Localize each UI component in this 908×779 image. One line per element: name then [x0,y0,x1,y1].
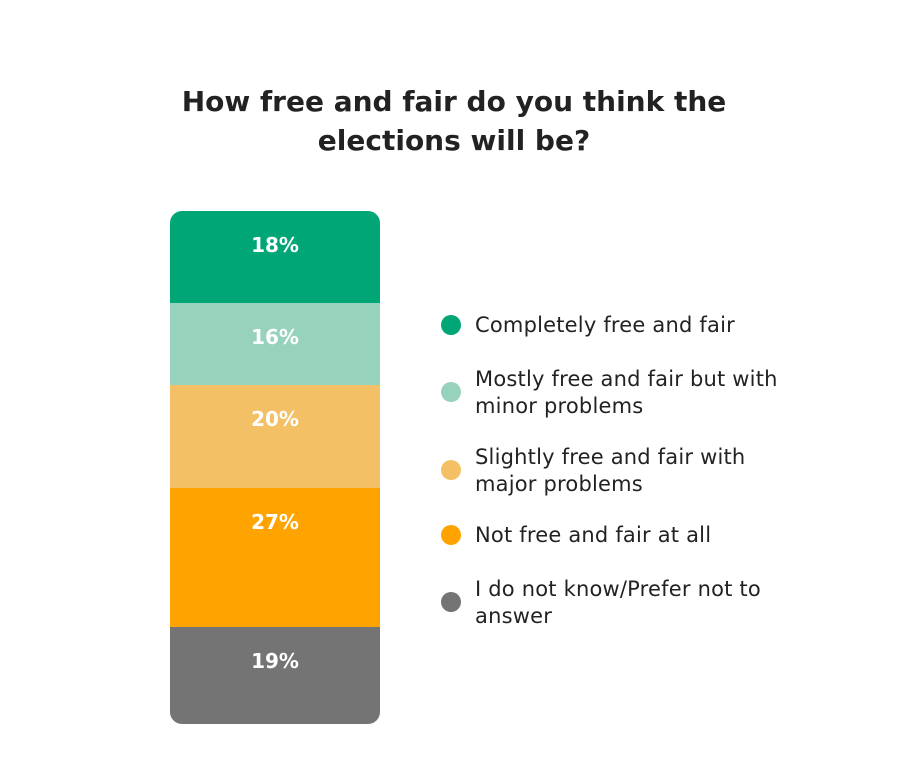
data-label-5: 19% [251,648,299,673]
legend-label-2-line-1: Mostly free and fair but with [475,367,778,391]
bar-segment-2: 16% [170,303,380,386]
bar-segment-3: 20% [170,385,380,489]
bar-segment-1: 18% [170,211,380,304]
stacked-bar: 18% 16% 20% 27% 19% [170,211,380,724]
data-label-2: 16% [251,325,299,350]
legend-label-2-line-2: minor problems [475,394,644,418]
legend-label-5-line-2: answer [475,604,553,628]
legend-swatch-5 [441,592,461,612]
chart-title: How free and fair do you think the elect… [0,82,908,160]
legend-label-1-line-1: Completely free and fair [475,313,735,337]
legend-label-3: Slightly free and fair with major problem… [475,444,815,498]
legend-label-5: I do not know/Prefer not to answer [475,576,815,630]
bar-segment-4: 27% [170,488,380,628]
legend-label-1: Completely free and fair [475,312,815,339]
data-label-4: 27% [251,510,299,535]
chart-title-line-1: How free and fair do you think the [181,85,727,118]
legend-label-5-line-1: I do not know/Prefer not to [475,577,761,601]
data-label-3: 20% [251,407,299,432]
legend-label-3-line-2: major problems [475,472,643,496]
legend-label-3-line-1: Slightly free and fair with [475,445,746,469]
legend-label-4: Not free and fair at all [475,522,815,549]
chart-title-line-2: elections will be? [317,124,591,157]
legend-label-2: Mostly free and fair but with minor probl… [475,366,815,420]
legend-swatch-4 [441,525,461,545]
legend-label-4-line-1: Not free and fair at all [475,523,712,547]
legend-swatch-2 [441,382,461,402]
legend-swatch-3 [441,460,461,480]
data-label-1: 18% [251,233,299,257]
legend-swatch-1 [441,315,461,335]
bar-segment-5: 19% [170,626,380,724]
